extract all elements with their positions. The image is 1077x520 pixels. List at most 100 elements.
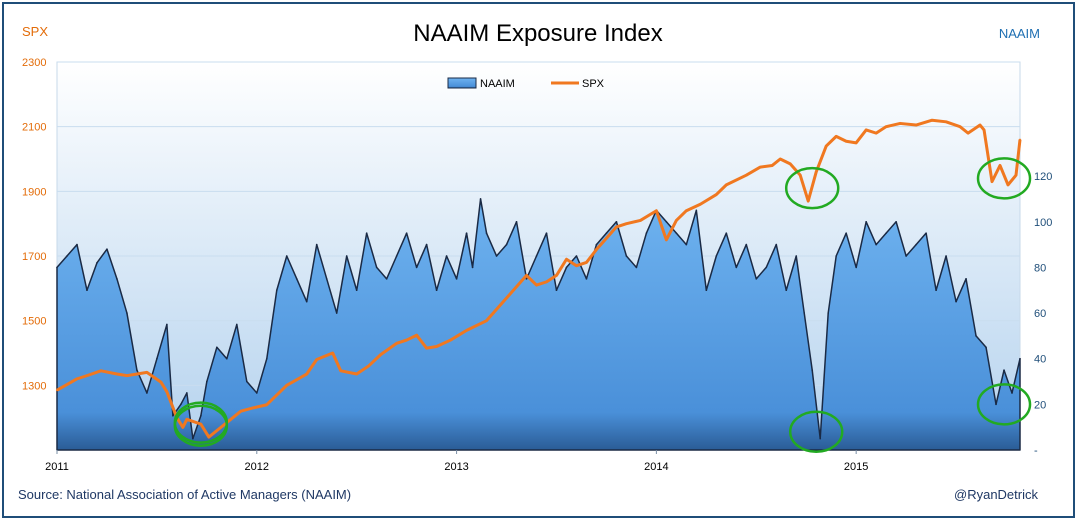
spx-point: [555, 274, 558, 277]
highlight-circle: [788, 410, 844, 453]
highlight-circle: [784, 166, 840, 210]
naaim-point: [575, 255, 578, 257]
spx-point: [115, 373, 118, 376]
naaim-point: [315, 243, 318, 246]
naaim-point: [106, 248, 108, 250]
naaim-point: [66, 255, 68, 257]
spx-point: [239, 410, 242, 413]
spx-point: [485, 319, 488, 322]
highlight-circles: [173, 157, 1032, 453]
naaim-point: [875, 243, 877, 246]
naaim-point: [265, 357, 268, 360]
naaim-point: [435, 289, 438, 292]
naaim-point: [715, 255, 718, 257]
naaim-point: [525, 278, 528, 280]
spx-point: [505, 297, 508, 300]
left-tick-label: 1900: [22, 186, 46, 198]
spx-point: [165, 390, 168, 393]
naaim-point: [116, 278, 118, 280]
spx-point: [595, 248, 598, 251]
spx-point: [159, 381, 162, 384]
spx-point: [855, 141, 858, 144]
naaim-point: [811, 369, 814, 371]
left-axis-ticks: 1300 1500 1700 1900 2100 2300: [22, 57, 46, 392]
spx-point: [415, 334, 418, 337]
naaim-point: [485, 232, 488, 234]
spx-point: [1015, 174, 1018, 177]
spx-point: [145, 371, 148, 374]
spx-point: [265, 403, 268, 406]
naaim-point: [96, 262, 98, 264]
spx-point: [85, 374, 88, 377]
naaim-point: [375, 266, 378, 269]
naaim-point: [415, 266, 418, 269]
right-tick-label: 100: [1034, 217, 1052, 229]
naaim-point: [545, 232, 548, 234]
spx-point: [799, 174, 802, 177]
naaim-point: [136, 369, 138, 371]
naaim-point: [206, 380, 208, 383]
naaim-point: [755, 278, 758, 280]
right-tick-label: 60: [1034, 308, 1046, 320]
spx-point: [685, 209, 688, 212]
spx-point: [875, 132, 878, 135]
naaim-point: [555, 289, 558, 292]
naaim-point: [405, 232, 408, 234]
naaim-point: [865, 220, 867, 223]
spx-point: [525, 274, 528, 277]
spx-point: [715, 193, 718, 196]
naaim-point: [275, 289, 278, 292]
spx-point: [815, 170, 818, 173]
spx-point: [1007, 183, 1010, 186]
naaim-point: [835, 255, 837, 257]
spx-point: [545, 280, 548, 283]
spx-point: [315, 358, 318, 361]
naaim-point: [186, 392, 188, 394]
spx-point: [405, 339, 408, 342]
naaim-point: [595, 243, 598, 246]
legend-naaim-swatch: [447, 77, 477, 89]
naaim-point: [515, 220, 518, 223]
spx-point: [465, 329, 468, 332]
naaim-point: [695, 209, 698, 212]
right-tick-label: 120: [1034, 171, 1052, 183]
naaim-point: [665, 220, 668, 223]
naaim-point: [385, 278, 388, 280]
spx-point: [99, 369, 102, 372]
naaim-point: [200, 414, 202, 417]
naaim-point: [585, 278, 588, 280]
naaim-point: [925, 232, 927, 234]
naaim-point: [226, 357, 228, 360]
naaim-point: [895, 220, 897, 223]
highlight-circle: [976, 383, 1032, 426]
naaim-point: [685, 243, 688, 246]
naaim-point: [965, 278, 967, 280]
spx-point: [331, 352, 334, 354]
spx-point: [185, 418, 188, 421]
naaim-point: [395, 255, 398, 257]
naaim-point: [803, 312, 806, 314]
source-note: Source: National Association of Active M…: [18, 487, 351, 502]
naaim-point: [725, 232, 728, 234]
x-tick-label: 2014: [644, 461, 668, 473]
naaim-point: [146, 392, 148, 394]
naaim-point: [1019, 357, 1021, 360]
naaim-point: [180, 403, 182, 406]
x-axis-ticks: 2011 2012 2013 2014 2015: [45, 450, 868, 473]
spx-point: [231, 416, 234, 419]
naaim-point: [745, 243, 748, 246]
right-axis-name: NAAIM: [999, 26, 1040, 41]
spx-point: [449, 339, 452, 342]
spx-point: [789, 162, 792, 165]
spx-point: [605, 237, 608, 240]
naaim-point: [355, 289, 358, 292]
spx-point: [825, 145, 828, 148]
naaim-point: [819, 437, 822, 440]
left-tick-label: 2300: [22, 57, 46, 69]
x-tick-label: 2011: [45, 461, 69, 473]
spx-point: [899, 122, 902, 125]
naaim-point: [246, 380, 248, 383]
spx-point: [575, 264, 578, 267]
x-tick-label: 2013: [444, 461, 468, 473]
